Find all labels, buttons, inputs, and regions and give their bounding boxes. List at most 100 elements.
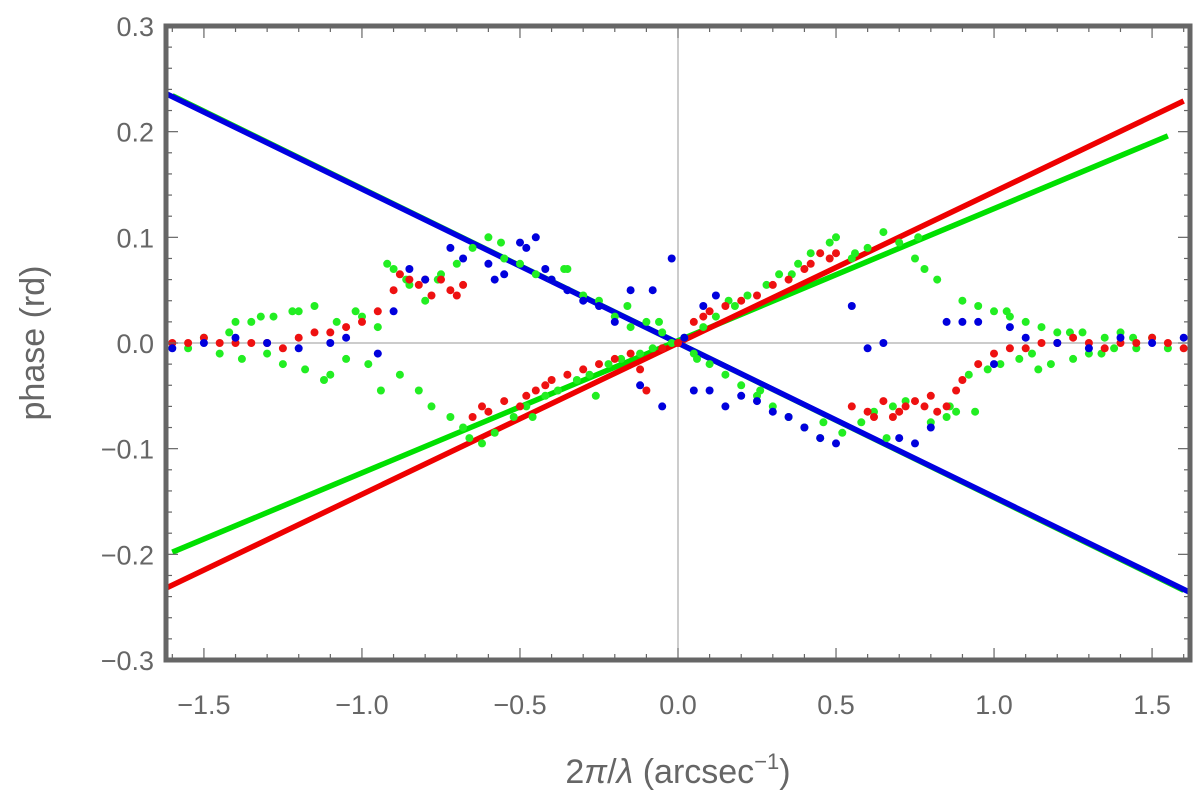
blue-point <box>879 339 888 347</box>
red-point <box>547 376 556 384</box>
blue-point <box>895 434 904 443</box>
blue-point <box>689 386 698 395</box>
green-point <box>648 344 657 353</box>
green-point <box>373 323 382 332</box>
green-point <box>730 302 739 310</box>
red-point <box>816 249 825 258</box>
blue-point <box>595 302 603 310</box>
green-point <box>693 354 701 363</box>
green-point <box>756 386 765 395</box>
green-point <box>269 312 278 321</box>
blue-point <box>1116 333 1125 342</box>
tick-labels: −1.5 −1.0 −0.5 0.0 0.5 1.0 1.5 −0.3 −0.2 −0.1 0.0 0… <box>101 12 1171 720</box>
blue-point <box>294 344 303 353</box>
red-point <box>310 328 319 337</box>
blue-point <box>522 243 531 252</box>
red-point <box>358 317 366 326</box>
x-tick-label: −1.0 <box>335 690 388 720</box>
red-point <box>389 286 398 295</box>
red-point <box>468 413 477 421</box>
green-point <box>655 317 663 326</box>
red-point <box>942 402 951 411</box>
blue-point <box>705 386 714 395</box>
blue-point <box>699 302 708 310</box>
blue-point <box>446 243 455 252</box>
red-point <box>459 280 468 289</box>
blue-point <box>1053 339 1062 347</box>
red-point <box>832 249 840 258</box>
red-point <box>737 296 746 305</box>
green-point <box>806 249 815 258</box>
green-point <box>468 243 477 252</box>
blue-point <box>342 333 351 342</box>
green-point <box>326 370 335 379</box>
blue-point <box>231 333 240 342</box>
green-point <box>667 339 676 347</box>
x-tick-label: −0.5 <box>493 690 546 720</box>
y-tick-label: −0.3 <box>101 646 154 676</box>
green-point <box>452 259 461 268</box>
green-point <box>478 439 486 448</box>
green-point <box>974 302 983 310</box>
green-point <box>395 370 404 379</box>
green-point <box>215 349 224 358</box>
green-point <box>427 402 436 411</box>
green-point <box>996 360 1005 369</box>
blue-point <box>648 286 657 295</box>
green-point <box>920 265 929 273</box>
blue-point <box>405 265 414 273</box>
red-point <box>342 323 351 332</box>
red-point <box>522 391 531 400</box>
red-point <box>806 259 815 268</box>
red-point <box>595 360 603 369</box>
green-point <box>851 249 859 258</box>
red-point <box>427 291 436 300</box>
green-point <box>1078 328 1087 337</box>
green-point <box>459 423 468 432</box>
red-point <box>658 344 667 353</box>
red-point <box>478 402 486 411</box>
green-point <box>794 259 803 268</box>
green-point <box>721 370 730 379</box>
green-point <box>964 370 973 379</box>
y-tick-label: 0.1 <box>116 223 154 253</box>
green-point <box>278 360 287 369</box>
y-tick-label: 0.2 <box>116 118 154 148</box>
blue-point <box>911 439 919 448</box>
blue-point <box>1148 339 1157 347</box>
red-point <box>446 286 455 295</box>
red-point <box>699 312 708 321</box>
green-point <box>857 418 866 427</box>
red-point <box>636 365 645 374</box>
red-point <box>901 402 910 411</box>
green-point <box>626 323 635 332</box>
green-point <box>522 402 531 411</box>
red-point <box>990 349 998 358</box>
red-point <box>911 397 919 406</box>
red-point <box>395 270 404 279</box>
red-point <box>1100 344 1109 353</box>
blue-point <box>926 423 935 432</box>
red-point <box>579 365 588 374</box>
blue-point <box>168 344 177 353</box>
green-point <box>1037 323 1046 332</box>
green-point <box>541 391 550 400</box>
red-point <box>768 280 777 289</box>
red-point <box>879 397 888 406</box>
green-point <box>288 307 297 316</box>
red-point <box>531 386 540 395</box>
y-axis-label: phase (rd) <box>14 266 52 421</box>
y-tick-label: −0.2 <box>101 540 154 570</box>
green-point <box>364 360 373 369</box>
blue-point <box>680 333 689 342</box>
green-point <box>636 349 645 358</box>
red-point <box>784 275 793 284</box>
blue-point <box>199 339 208 347</box>
green-point <box>762 280 771 289</box>
blue-point <box>721 402 730 411</box>
blue-point <box>1084 344 1093 353</box>
green-point <box>310 302 319 310</box>
green-point <box>983 365 992 374</box>
red-point <box>373 307 382 316</box>
green-point <box>263 349 272 358</box>
